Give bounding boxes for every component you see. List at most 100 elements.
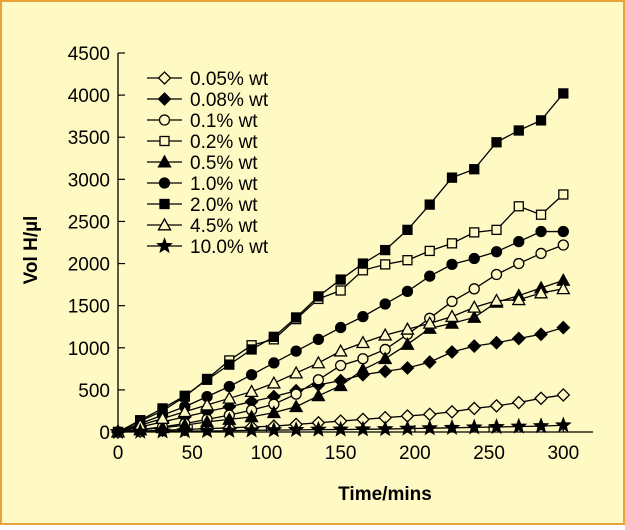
data-point-series-6 [290,345,302,357]
data-point-series-7 [335,274,346,285]
data-point-series-6 [401,285,414,297]
data-point-series-7 [402,224,413,236]
data-point-series-8 [556,281,571,295]
data-point-series-9 [265,421,283,438]
data-point-series-6 [490,246,503,258]
data-point-series-4 [513,201,524,212]
data-point-series-5 [400,337,415,350]
data-point-series-9 [332,420,350,437]
data-point-series-1 [534,391,548,406]
x-tick-label: 50 [182,443,203,464]
data-point-series-3 [312,374,325,386]
y-tick-label: 2000 [68,255,110,276]
data-point-series-5 [355,362,371,376]
data-point-series-1 [489,398,504,413]
y-tick-label: 1500 [68,297,110,318]
data-point-series-9 [154,422,171,439]
legend-marker [157,92,172,106]
data-point-series-7 [313,291,324,302]
y-tick-label: 2500 [68,212,110,233]
legend-label: 0.5% wt [190,153,258,174]
data-point-series-3 [335,359,347,372]
legend-label: 2.0% wt [190,195,258,216]
data-point-series-9 [131,422,149,439]
data-point-series-4 [535,209,547,220]
data-point-series-5 [289,399,304,413]
legend-marker [158,114,171,126]
legend-label: 0.05% wt [190,69,269,90]
legend-label: 0.1% wt [190,111,258,132]
data-point-series-8 [222,390,237,404]
data-point-series-8 [422,316,437,329]
data-point-series-9 [443,418,461,435]
data-point-series-4 [380,259,391,270]
data-point-series-4 [558,189,569,200]
data-point-series-8 [266,375,281,389]
legend-label: 0.2% wt [190,132,258,153]
data-point-series-9 [465,418,483,435]
legend-label: 1.0% wt [190,174,258,195]
data-point-series-6 [446,258,458,271]
data-point-series-9 [287,421,305,438]
legend-marker [158,177,171,189]
data-point-series-2 [489,335,504,350]
data-point-series-5 [467,310,482,323]
data-point-series-8 [467,300,482,313]
data-point-series-7 [469,164,480,175]
data-point-series-3 [535,247,547,260]
data-point-series-6 [513,236,525,248]
data-point-series-4 [335,285,346,296]
data-point-series-7 [446,172,458,183]
data-point-series-9 [488,418,505,435]
legend-marker [157,71,172,85]
data-point-series-9 [554,416,572,433]
data-point-series-8 [199,397,215,411]
data-point-series-6 [335,321,347,334]
data-point-series-3 [290,388,302,400]
data-point-series-5 [266,405,281,419]
data-point-series-8 [311,355,326,369]
data-point-series-7 [290,312,302,323]
legend: 0.05% wt0.08% wt0.1% wt0.2% wt0.5% wt1.0… [147,69,269,258]
data-point-series-8 [289,365,304,379]
x-tick-label: 0 [113,443,124,464]
data-point-series-7 [268,331,280,342]
data-point-series-6 [312,333,325,346]
data-point-series-6 [557,225,569,238]
data-point-series-7 [246,344,257,355]
y-tick-label: 4500 [68,44,110,65]
data-point-series-9 [176,422,194,439]
data-point-series-5 [444,316,460,329]
data-point-series-2 [511,331,526,346]
legend-label: 4.5% wt [190,216,258,237]
legend-marker [159,198,170,210]
x-tick-label: 100 [251,443,283,464]
data-point-series-2 [556,320,571,335]
data-point-series-5 [311,388,326,402]
data-point-series-9 [310,420,327,437]
data-point-series-1 [556,388,571,402]
data-point-series-7 [513,125,524,136]
data-point-series-8 [400,321,415,335]
data-point-series-7 [224,359,235,370]
legend-marker [156,237,173,254]
data-point-series-7 [491,137,502,148]
data-point-series-9 [354,420,372,437]
data-point-series-9 [421,419,439,436]
data-point-series-2 [400,361,415,375]
data-point-series-4 [469,227,480,238]
x-tick-label: 150 [325,443,357,464]
data-point-series-2 [445,345,459,359]
data-point-series-6 [245,369,258,381]
data-point-series-4 [491,224,502,236]
legend-marker [159,135,170,147]
data-point-series-3 [357,353,369,365]
data-point-series-8 [177,404,192,418]
y-tick-label: 3000 [68,170,110,191]
data-point-series-2 [422,355,437,370]
data-point-series-8 [511,292,526,306]
data-point-series-8 [533,285,549,299]
data-point-series-9 [109,423,127,440]
data-point-series-8 [333,343,348,357]
